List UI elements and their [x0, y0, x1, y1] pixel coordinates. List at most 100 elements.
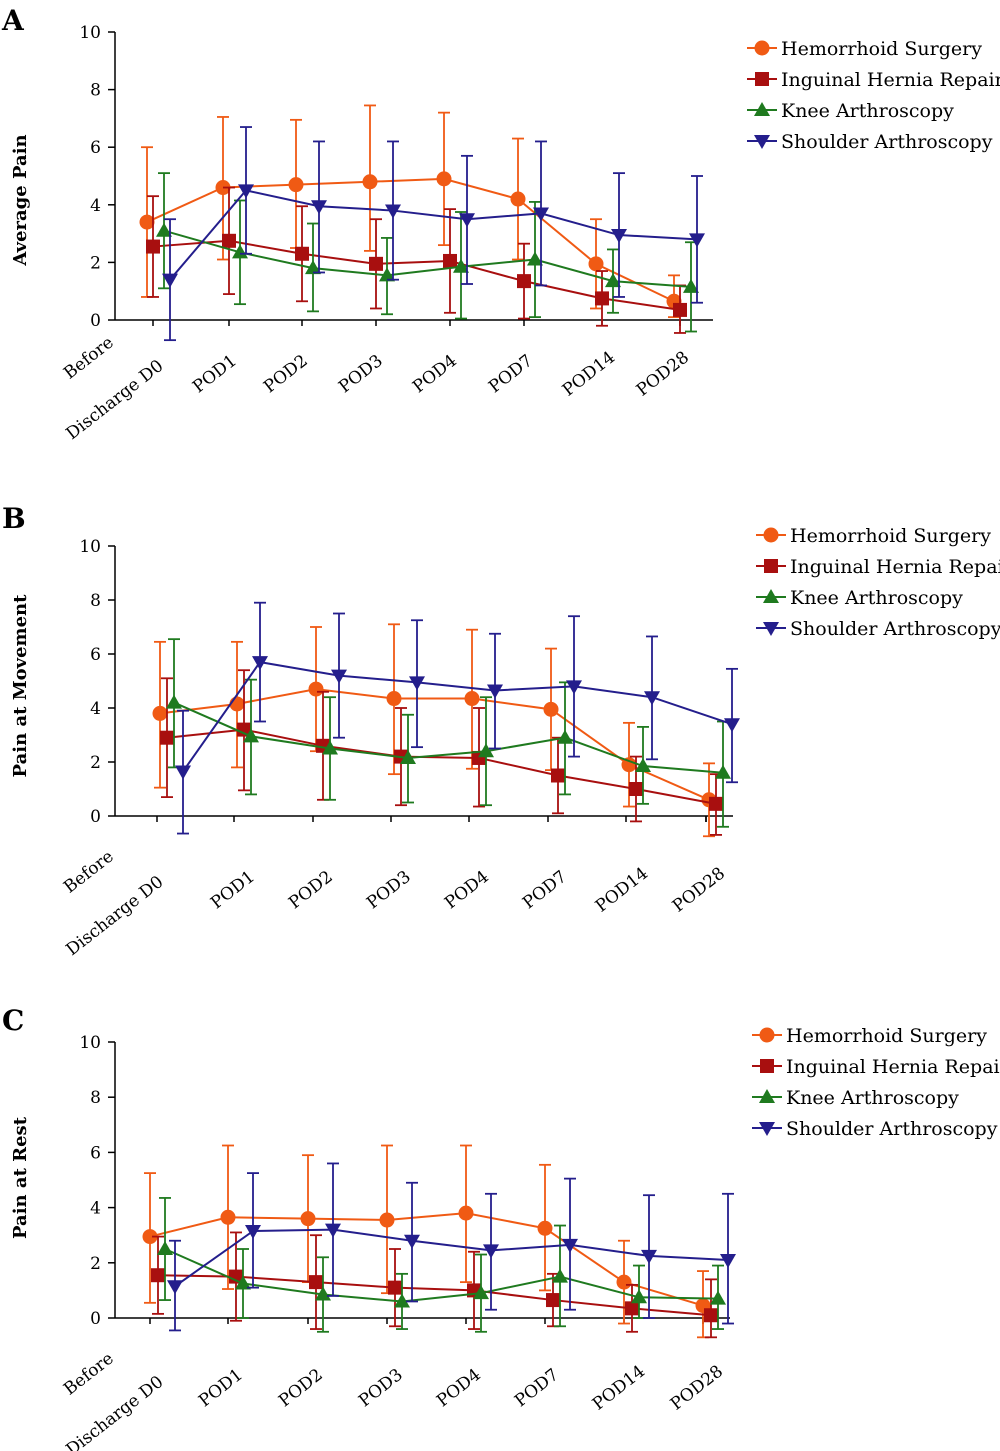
series-line: [182, 661, 733, 773]
data-point: [533, 207, 549, 222]
data-point: [222, 233, 236, 248]
data-point: [295, 246, 309, 261]
data-point: [557, 729, 573, 744]
x-tick-label: POD7: [511, 1365, 563, 1411]
data-point: [459, 213, 475, 228]
series-line: [152, 239, 681, 311]
data-point: [175, 765, 191, 780]
data-point: [443, 253, 457, 268]
data-point: [546, 1293, 560, 1308]
series-line: [149, 1212, 704, 1307]
x-tick-label: Before: [60, 333, 117, 384]
data-point: [510, 191, 526, 207]
data-point: [595, 291, 609, 306]
data-point: [724, 718, 740, 733]
legend-label: Knee Arthroscopy: [781, 100, 954, 122]
data-point: [673, 302, 687, 317]
series-line: [164, 1248, 719, 1303]
data-point: [311, 200, 327, 215]
data-point: [641, 1249, 657, 1264]
legend-marker: [763, 622, 779, 636]
y-tick-label: 8: [90, 1088, 101, 1108]
data-point: [300, 1211, 316, 1227]
y-axis-label: Pain at Movement: [10, 594, 31, 778]
data-point: [720, 1254, 736, 1269]
legend-marker: [759, 1089, 775, 1103]
legend-marker: [760, 1059, 774, 1073]
data-point: [388, 1280, 402, 1295]
data-point: [229, 1269, 243, 1284]
data-point: [139, 214, 155, 230]
data-point: [166, 694, 182, 709]
data-point: [232, 244, 248, 259]
x-tick-label: POD4: [409, 351, 461, 397]
y-tick-label: 0: [90, 807, 101, 827]
data-point: [621, 757, 637, 773]
x-tick-label: POD7: [485, 351, 537, 397]
data-point: [322, 740, 338, 755]
data-point: [631, 1289, 647, 1304]
legend-marker: [763, 527, 779, 543]
data-point: [309, 1275, 323, 1290]
series-inguinal-hernia-repair: [151, 1231, 718, 1339]
data-point: [308, 681, 324, 697]
data-point: [288, 177, 304, 193]
data-point: [157, 1241, 173, 1255]
series-line: [146, 177, 675, 303]
data-point: [527, 251, 543, 266]
y-tick-label: 2: [90, 253, 101, 273]
y-tick-label: 6: [90, 138, 101, 158]
data-point: [152, 705, 168, 721]
panel-letter: C: [2, 1004, 24, 1037]
x-tick-label: POD14: [559, 348, 619, 401]
data-point: [517, 274, 531, 289]
data-point: [400, 749, 416, 764]
data-point: [245, 1225, 261, 1240]
legend-marker: [764, 559, 778, 573]
legend-label: Knee Arthroscopy: [786, 1087, 959, 1109]
series-knee-arthroscopy: [166, 638, 731, 828]
data-point: [588, 256, 604, 272]
data-point: [237, 722, 251, 737]
data-point: [238, 184, 254, 199]
legend: Hemorrhoid Surgery Inguinal Hernia Repair…: [756, 525, 1000, 640]
data-point: [635, 758, 651, 773]
legend-marker: [759, 1027, 775, 1043]
x-tick-label: POD28: [667, 1362, 727, 1415]
data-point: [644, 691, 660, 706]
legend-label: Shoulder Arthroscopy: [790, 618, 1000, 640]
data-point: [483, 1244, 499, 1259]
y-tick-label: 6: [90, 645, 101, 665]
y-tick-label: 0: [90, 1309, 101, 1329]
series-line: [174, 1228, 729, 1288]
data-point: [394, 1293, 410, 1308]
data-point: [552, 1268, 568, 1283]
data-point: [409, 676, 425, 691]
data-point: [142, 1229, 158, 1245]
data-point: [704, 1308, 718, 1323]
data-point: [146, 239, 160, 254]
series-line: [166, 728, 717, 805]
data-point: [315, 1286, 331, 1301]
data-point: [379, 1212, 395, 1228]
legend-marker: [754, 135, 770, 149]
data-point: [464, 691, 480, 707]
legend-marker: [763, 589, 779, 603]
data-point: [458, 1205, 474, 1221]
x-tick-label: POD28: [633, 348, 693, 401]
y-tick-label: 4: [90, 699, 101, 719]
legend-label: Shoulder Arthroscopy: [786, 1118, 998, 1140]
x-tick-label: POD1: [195, 1365, 247, 1411]
y-tick-label: 4: [90, 1199, 101, 1219]
data-point: [156, 222, 172, 237]
y-axis-label: Pain at Rest: [10, 1116, 31, 1239]
legend-marker: [755, 72, 769, 86]
data-point: [566, 680, 582, 695]
data-point: [453, 258, 469, 273]
data-point: [537, 1220, 553, 1236]
legend-label: Knee Arthroscopy: [790, 587, 963, 609]
x-tick-label: POD4: [433, 1365, 485, 1411]
